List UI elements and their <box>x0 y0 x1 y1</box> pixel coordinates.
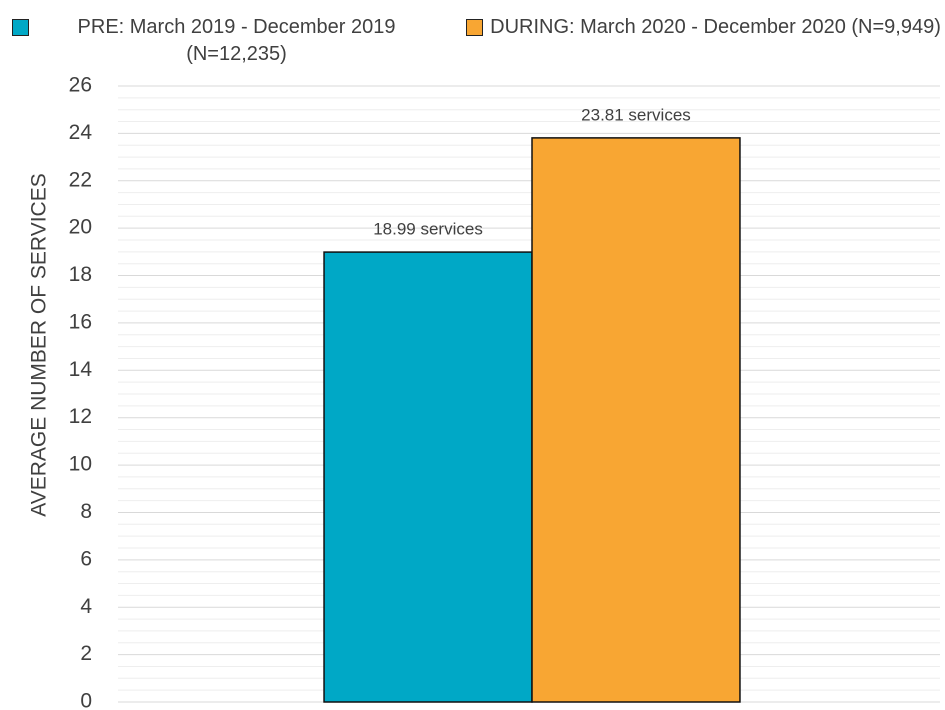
y-tick-label: 24 <box>69 121 93 144</box>
y-axis-label: AVERAGE NUMBER OF SERVICES <box>28 173 51 516</box>
y-tick-label: 8 <box>80 500 92 523</box>
y-tick-label: 26 <box>69 74 92 97</box>
legend-label: DURING: March 2020 - December 2020 (N=9,… <box>490 16 941 38</box>
bar <box>531 137 741 703</box>
legend-swatch <box>466 19 483 36</box>
y-tick-label: 18 <box>69 263 92 286</box>
y-tick-label: 10 <box>69 453 92 476</box>
bar <box>323 251 533 703</box>
legend-swatch <box>12 19 29 36</box>
data-label: 23.81 services <box>581 105 691 124</box>
y-tick-label: 12 <box>69 405 92 428</box>
y-tick-label: 22 <box>69 168 92 191</box>
y-tick-label: 2 <box>80 642 92 665</box>
data-label: 18.99 services <box>373 220 483 239</box>
y-tick-label: 4 <box>80 595 92 618</box>
y-tick-label: 16 <box>69 310 92 333</box>
y-tick-label: 6 <box>80 547 92 570</box>
legend-label: PRE: March 2019 - December 2019 (N=12,23… <box>77 16 396 65</box>
y-tick-label: 0 <box>80 690 92 710</box>
y-tick-label: 14 <box>69 358 93 381</box>
y-tick-label: 20 <box>69 216 92 239</box>
